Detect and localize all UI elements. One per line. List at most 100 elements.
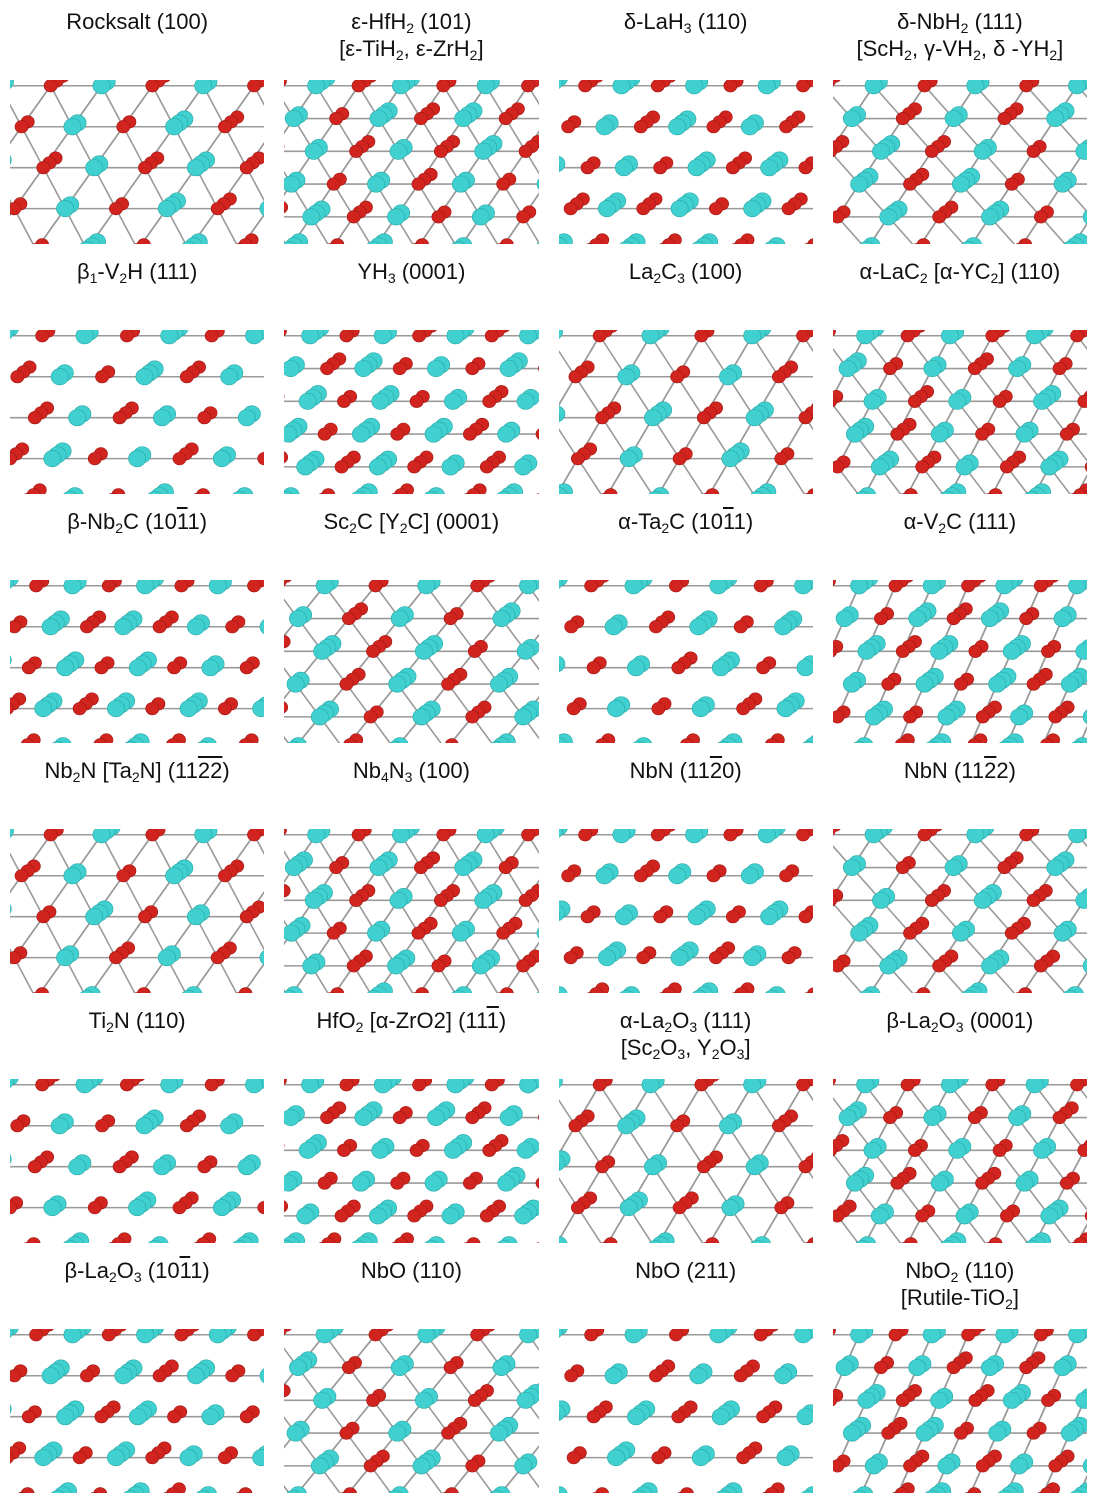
structure-panel: δ-NbH2 (111) [ScH2, γ-VH2, δ -YH2] <box>823 0 1097 250</box>
crystal-structure-image <box>284 829 539 994</box>
crystal-structure-drawing <box>558 829 813 994</box>
panel-title: Nb2N [Ta2N] (1122) <box>0 757 274 784</box>
panel-title-line: NbO2 (110) <box>905 1258 1015 1286</box>
atoms <box>558 1079 813 1244</box>
crystal-structure-drawing <box>284 329 539 494</box>
crystal-structure-image <box>558 80 813 244</box>
atoms <box>10 80 265 244</box>
panel-title-line: [Sc2O3, Y2O3] <box>620 1035 751 1063</box>
panel-title: NbN (1120) <box>549 757 823 784</box>
crystal-structure-drawing <box>284 829 539 994</box>
crystal-structure-image <box>832 579 1087 744</box>
panel-title-line: β-La2O3 (1011) <box>64 1258 210 1286</box>
crystal-structure-image <box>558 579 813 744</box>
panel-title: β-Nb2C (1011) <box>0 508 274 535</box>
structure-panel: α-La2O3 (111) [Sc2O3, Y2O3] <box>549 999 823 1249</box>
panel-title-line: β-Nb2C (1011) <box>67 508 208 536</box>
atoms <box>10 1329 265 1493</box>
crystal-structure-drawing <box>10 329 265 494</box>
panel-title: NbN (1122) <box>823 757 1097 784</box>
panel-title-line: β1-V2H (111) <box>76 258 198 286</box>
panel-title: ε-HfH2 (101) [ε-TiH2, ε-ZrH2] <box>274 8 548 62</box>
crystal-structure-image <box>10 579 265 744</box>
atoms <box>10 329 265 494</box>
atoms <box>558 1329 813 1493</box>
structure-panel: NbN (1120) <box>549 749 823 999</box>
structure-panel: YH3 (0001) <box>274 250 548 500</box>
crystal-structure-drawing <box>832 579 1087 744</box>
panel-title-line: [Rutile-TiO2] <box>900 1285 1019 1313</box>
crystal-structure-drawing <box>284 1329 539 1493</box>
panel-title: δ-LaH3 (110) <box>549 8 823 35</box>
panel-title: β-La2O3 (0001) <box>823 1007 1097 1034</box>
atoms <box>284 80 539 244</box>
crystal-structure-image <box>284 1079 539 1244</box>
atoms <box>284 1329 539 1493</box>
atoms <box>832 1329 1087 1493</box>
bond-lines <box>10 334 265 460</box>
atoms <box>558 80 813 244</box>
structure-panel: NbO2 (110) [Rutile-TiO2] <box>823 1249 1097 1499</box>
crystal-structure-drawing <box>284 579 539 744</box>
structure-panel: Nb4N3 (100) <box>274 749 548 999</box>
atoms <box>284 579 539 744</box>
atoms <box>832 329 1087 494</box>
structure-panel: β-La2O3 (1011) <box>0 1249 274 1499</box>
panel-title-line: La2C3 (100) <box>628 258 743 286</box>
panel-title-line: Rocksalt (100) <box>66 9 209 34</box>
structure-panel: β1-V2H (111) <box>0 250 274 500</box>
structure-panel: α-Ta2C (1011) <box>549 500 823 750</box>
crystal-structure-drawing <box>10 1329 265 1493</box>
crystal-structure-image <box>10 329 265 494</box>
panel-title-line: NbN (1120) <box>629 758 742 784</box>
atoms <box>832 80 1087 244</box>
crystal-structure-drawing <box>832 329 1087 494</box>
crystal-structure-drawing <box>10 1079 265 1244</box>
crystal-structure-drawing <box>10 829 265 994</box>
atoms <box>10 1079 265 1244</box>
crystal-structure-image <box>832 1079 1087 1244</box>
structure-panel: α-V2C (111) <box>823 500 1097 750</box>
crystal-structure-drawing <box>10 579 265 744</box>
atoms <box>558 579 813 744</box>
panel-title: Ti2N (110) <box>0 1007 274 1034</box>
panel-title-line: [ScH2, γ-VH2, δ -YH2] <box>856 36 1064 63</box>
crystal-structure-drawing <box>558 1079 813 1244</box>
crystal-structure-drawing <box>832 829 1087 994</box>
structure-panel: Nb2N [Ta2N] (1122) <box>0 749 274 999</box>
structure-panel: β-La2O3 (0001) <box>823 999 1097 1249</box>
panel-title-line: Ti2N (110) <box>88 1008 186 1036</box>
panel-title: α-V2C (111) <box>823 508 1097 535</box>
panel-title-line: ε-HfH2 (101) <box>351 9 472 36</box>
crystal-structure-drawing <box>558 329 813 494</box>
panel-title-line: δ-LaH3 (110) <box>623 9 748 36</box>
panel-title: α-La2O3 (111) [Sc2O3, Y2O3] <box>549 1007 823 1061</box>
atoms <box>832 829 1087 994</box>
structure-panel: Ti2N (110) <box>0 999 274 1249</box>
crystal-structure-image <box>832 329 1087 494</box>
structure-panel: La2C3 (100) <box>549 250 823 500</box>
panel-title: YH3 (0001) <box>274 258 548 285</box>
panel-title-line: [ε-TiH2, ε-ZrH2] <box>339 36 484 63</box>
atoms <box>832 1079 1087 1244</box>
crystal-structure-drawing <box>558 80 813 244</box>
crystal-structure-image <box>558 1079 813 1244</box>
panel-title-line: α-LaC2 [α-YC2] (110) <box>859 258 1061 286</box>
crystal-structure-image <box>558 829 813 994</box>
crystal-structure-drawing <box>10 80 265 244</box>
atoms <box>284 829 539 994</box>
structure-panel: NbN (1122) <box>823 749 1097 999</box>
panel-title-line: α-V2C (111) <box>903 508 1017 536</box>
crystal-structure-image <box>284 579 539 744</box>
structure-panel: NbO (110) <box>274 1249 548 1499</box>
crystal-structure-drawing <box>558 579 813 744</box>
crystal-structure-image <box>284 329 539 494</box>
structure-panel: NbO (211) <box>549 1249 823 1499</box>
crystal-structure-drawing <box>832 1079 1087 1244</box>
panel-title: Sc2C [Y2C] (0001) <box>274 508 548 535</box>
atoms <box>558 829 813 994</box>
crystal-structure-image <box>284 80 539 244</box>
crystal-structure-drawing <box>284 80 539 244</box>
structure-panel: HfO2 [α-ZrO2] (111) <box>274 999 548 1249</box>
